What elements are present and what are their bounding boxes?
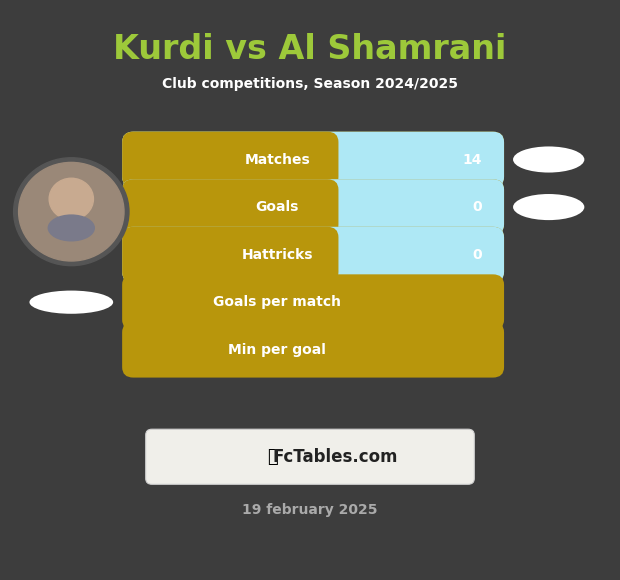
FancyBboxPatch shape <box>133 190 315 224</box>
Text: 0: 0 <box>472 200 482 214</box>
Circle shape <box>19 162 124 261</box>
Circle shape <box>49 178 94 220</box>
FancyBboxPatch shape <box>122 179 504 235</box>
Text: Goals: Goals <box>255 200 299 214</box>
Circle shape <box>14 158 129 266</box>
FancyBboxPatch shape <box>122 132 504 187</box>
Ellipse shape <box>48 215 95 241</box>
Text: Hattricks: Hattricks <box>241 248 313 262</box>
FancyBboxPatch shape <box>122 227 504 282</box>
FancyBboxPatch shape <box>122 179 339 235</box>
FancyBboxPatch shape <box>122 132 504 187</box>
FancyBboxPatch shape <box>122 322 504 378</box>
FancyBboxPatch shape <box>122 227 504 282</box>
FancyBboxPatch shape <box>122 132 339 187</box>
Text: Kurdi vs Al Shamrani: Kurdi vs Al Shamrani <box>113 33 507 66</box>
Text: 📊: 📊 <box>267 448 277 466</box>
Ellipse shape <box>513 146 584 173</box>
FancyBboxPatch shape <box>146 429 474 484</box>
Text: Matches: Matches <box>244 153 310 166</box>
FancyBboxPatch shape <box>122 179 504 235</box>
FancyBboxPatch shape <box>133 237 315 272</box>
Text: 19 february 2025: 19 february 2025 <box>242 503 378 517</box>
Ellipse shape <box>513 194 584 220</box>
Text: Goals per match: Goals per match <box>213 295 341 309</box>
Text: 14: 14 <box>463 153 482 166</box>
Text: FcTables.com: FcTables.com <box>273 448 398 466</box>
Text: 0: 0 <box>472 248 482 262</box>
Text: Club competitions, Season 2024/2025: Club competitions, Season 2024/2025 <box>162 77 458 91</box>
FancyBboxPatch shape <box>122 274 504 330</box>
Ellipse shape <box>29 291 113 314</box>
FancyBboxPatch shape <box>133 142 315 177</box>
FancyBboxPatch shape <box>122 227 339 282</box>
Text: Min per goal: Min per goal <box>228 343 326 357</box>
